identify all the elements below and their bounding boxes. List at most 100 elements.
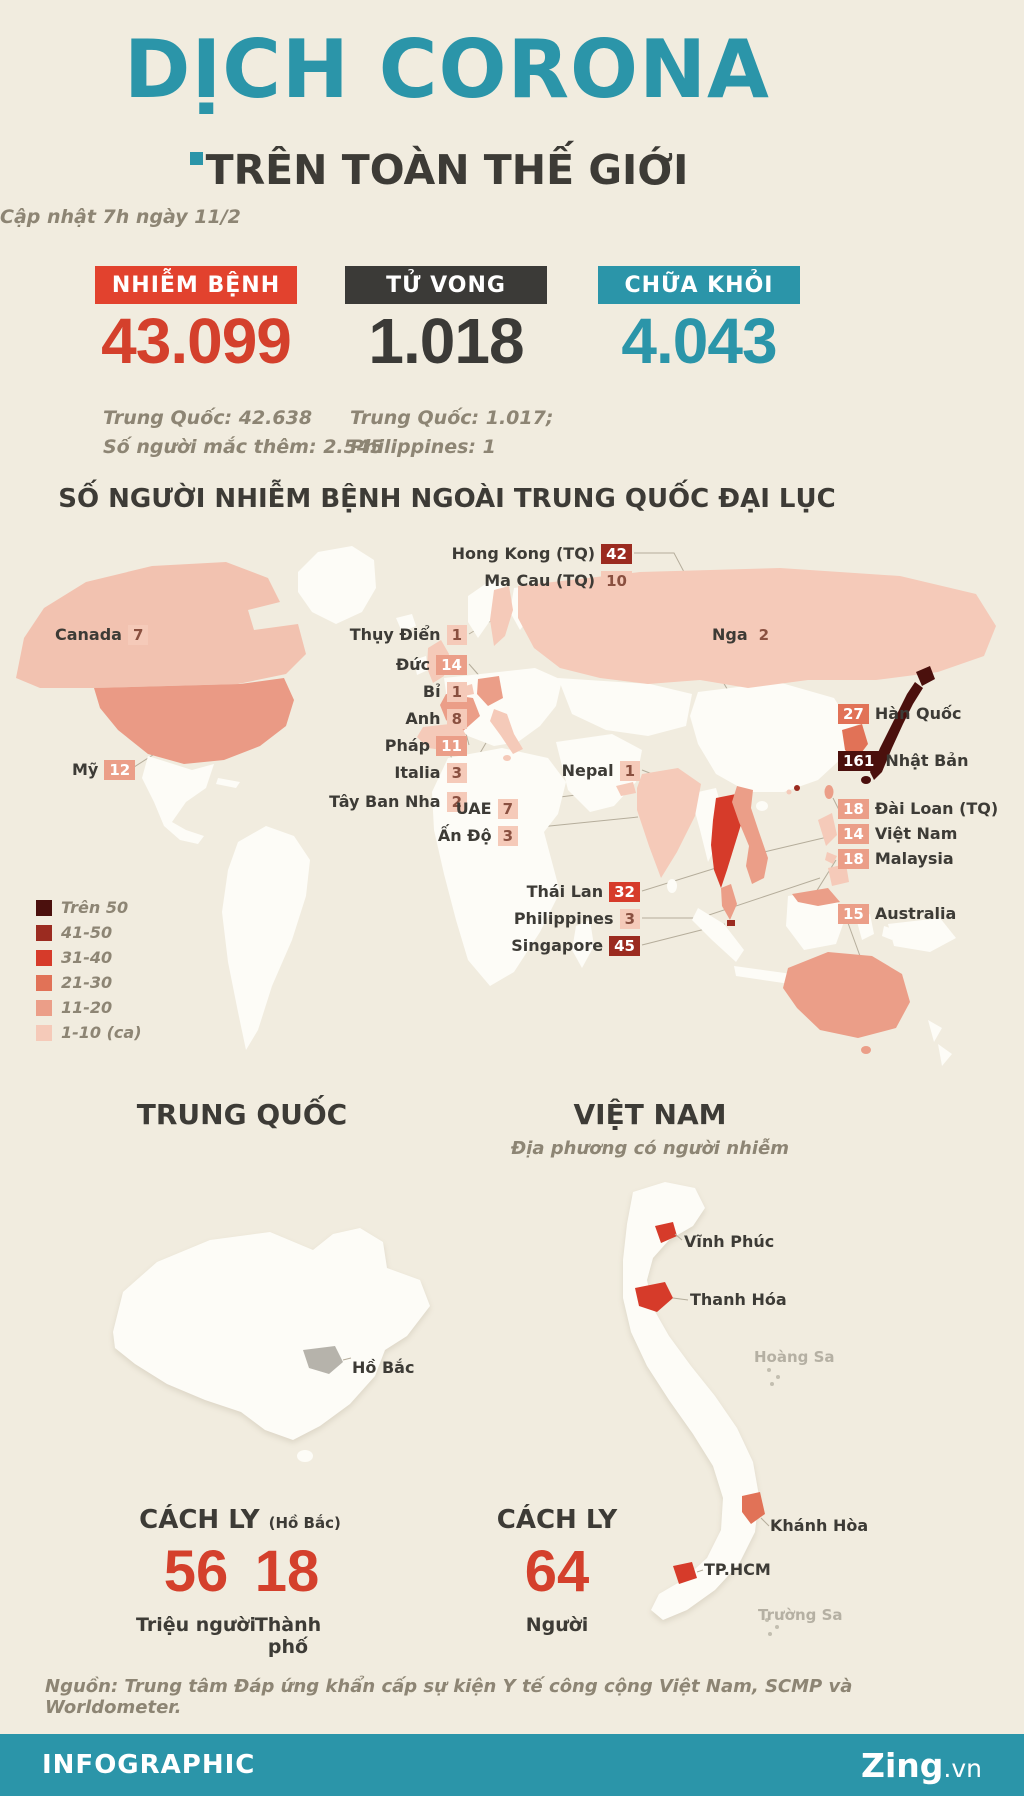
legend-row: Trên 50 xyxy=(36,898,128,917)
country-name: Tây Ban Nha xyxy=(329,792,441,811)
deaths-note-2: Philippines: 1 xyxy=(350,435,496,458)
vietnam-quarantine-heading: CÁCH LY xyxy=(496,1505,618,1535)
case-badge: 1 xyxy=(446,624,467,645)
map-label-russia: Nga 2 xyxy=(712,624,775,645)
khanh-hoa-label: Khánh Hòa xyxy=(770,1516,869,1535)
recovered-count: 4.043 xyxy=(621,305,777,377)
map-label-usa: Mỹ 12 xyxy=(72,759,136,780)
country-name: Thụy Điển xyxy=(349,625,441,644)
case-badge: 2 xyxy=(753,624,775,645)
deaths-ribbon: TỬ VONG xyxy=(345,266,547,304)
country-name: UAE xyxy=(455,799,492,818)
country-name: Australia xyxy=(874,904,957,923)
tphcm-label: TP.HCM xyxy=(704,1560,771,1579)
country-name: Đài Loan (TQ) xyxy=(874,799,999,818)
footer-bar: INFOGRAPHIC Zing.vn xyxy=(0,1734,1024,1796)
legend-swatch xyxy=(36,974,52,991)
case-badge: 11 xyxy=(436,735,467,756)
country-name: Anh xyxy=(405,709,441,728)
case-badge: 2 xyxy=(446,791,467,812)
map-label-germany: Đức 14 xyxy=(396,654,467,675)
country-name: Nga xyxy=(712,625,748,644)
country-name: Pháp xyxy=(384,736,431,755)
country-name: Italia xyxy=(394,763,441,782)
legend-swatch xyxy=(36,999,52,1016)
map-label-singapore: Singapore 45 xyxy=(511,935,640,956)
map-label-italy: Italia 3 xyxy=(394,762,467,783)
hubei-label: Hồ Bắc xyxy=(352,1358,415,1377)
world-map xyxy=(16,546,996,1066)
case-badge: 3 xyxy=(619,908,640,929)
legend-label: 41-50 xyxy=(61,923,113,942)
case-badge: 7 xyxy=(127,624,149,645)
deaths-count: 1.018 xyxy=(368,305,524,377)
map-label-uk: Anh 8 xyxy=(405,708,467,729)
map-label-uae: UAE 7 xyxy=(456,798,518,819)
map-label-australia: 15 Australia xyxy=(838,903,956,924)
map-label-vietnam: 14 Việt Nam xyxy=(838,823,957,844)
country-name: Nhật Bản xyxy=(885,751,969,770)
case-badge: 1 xyxy=(446,681,467,702)
case-badge: 15 xyxy=(838,903,869,924)
legend-swatch xyxy=(36,924,52,941)
country-name: Singapore xyxy=(511,936,604,955)
island-dots xyxy=(765,1368,780,1636)
zing-logo: Zing.vn xyxy=(861,1746,982,1785)
china-section-title: TRUNG QUỐC xyxy=(136,1098,348,1131)
case-badge: 161 xyxy=(838,750,880,771)
case-badge: 7 xyxy=(497,798,518,819)
country-name: Hàn Quốc xyxy=(874,704,962,723)
map-label-philippines: Philippines 3 xyxy=(514,908,640,929)
world-section-title: SỐ NGƯỜI NHIỄM BỆNH NGOÀI TRUNG QUỐC ĐẠI… xyxy=(58,484,836,514)
country-name: Mỹ xyxy=(72,760,99,779)
infected-ribbon: NHIỄM BỆNH xyxy=(95,266,297,304)
china-map xyxy=(113,1228,430,1462)
vietnam-section-title: VIỆT NAM xyxy=(573,1098,727,1131)
country-name: Hong Kong (TQ) xyxy=(451,544,596,563)
vietnam-quarantine-value: 64 xyxy=(524,1539,590,1604)
country-name: Malaysia xyxy=(874,849,954,868)
recovered-ribbon: CHỮA KHỎI xyxy=(598,266,800,304)
thanh-hoa-label: Thanh Hóa xyxy=(690,1290,787,1309)
map-label-sweden: Thụy Điển 1 xyxy=(350,624,467,645)
china-quarantine-label-2: Thành phố xyxy=(254,1614,322,1658)
legend-label: 31-40 xyxy=(61,948,113,967)
vietnam-map xyxy=(623,1182,780,1636)
truong-sa-label: Trường Sa xyxy=(758,1606,843,1624)
legend-row: 21-30 xyxy=(36,973,112,992)
update-timestamp: Cập nhật 7h ngày 11/2 xyxy=(0,206,241,228)
legend-swatch xyxy=(36,1024,52,1041)
vietnam-section-subtitle: Địa phương có người nhiễm xyxy=(510,1138,790,1159)
legend-row: 1-10 (ca) xyxy=(36,1023,142,1042)
source-note: Nguồn: Trung tâm Đáp ứng khẩn cấp sự kiệ… xyxy=(45,1676,853,1718)
china-quarantine-value-1: 56 xyxy=(163,1539,229,1604)
vinh-phuc-shape xyxy=(655,1222,677,1243)
tphcm-shape xyxy=(673,1562,697,1584)
accent-square xyxy=(190,152,203,165)
hoang-sa-label: Hoàng Sa xyxy=(754,1348,835,1366)
country-name: Thái Lan xyxy=(526,882,604,901)
map-label-macau: Ma Cau (TQ) 10 xyxy=(484,570,632,591)
map-label-france: Pháp 11 xyxy=(385,735,467,756)
infected-count: 43.099 xyxy=(101,305,292,377)
case-badge: 27 xyxy=(838,703,869,724)
case-badge: 3 xyxy=(446,762,467,783)
case-badge: 45 xyxy=(609,935,640,956)
map-label-thailand: Thái Lan 32 xyxy=(527,881,640,902)
page-subtitle: TRÊN TOÀN THẾ GIỚI xyxy=(205,146,689,194)
country-name: Việt Nam xyxy=(874,824,958,843)
map-label-india: Ấn Độ 3 xyxy=(438,825,518,846)
case-badge: 14 xyxy=(436,654,467,675)
country-name: Ma Cau (TQ) xyxy=(484,571,596,590)
country-name: Bỉ xyxy=(422,682,441,701)
case-badge: 3 xyxy=(497,825,518,846)
legend-label: Trên 50 xyxy=(61,898,129,917)
legend-row: 41-50 xyxy=(36,923,112,942)
thanh-hoa-shape xyxy=(635,1282,673,1312)
case-badge: 8 xyxy=(446,708,467,729)
map-label-belgium: Bỉ 1 xyxy=(423,681,467,702)
country-name: Nepal xyxy=(561,761,614,780)
hubei-province-shape xyxy=(303,1346,343,1374)
zing-logo-text: Zing xyxy=(861,1745,944,1785)
